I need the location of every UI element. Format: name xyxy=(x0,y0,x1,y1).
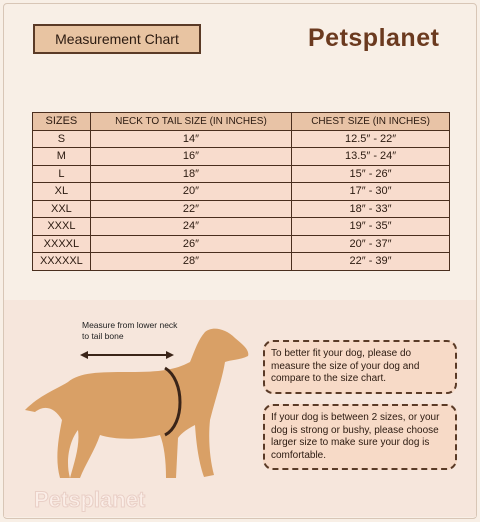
dog-diagram xyxy=(25,328,249,478)
measure-label: Measure from lower neck to tail bone xyxy=(82,320,178,341)
note: If your dog is between 2 sizes, or your … xyxy=(263,404,457,470)
table-cell: M xyxy=(32,147,91,166)
table-row: XL 20″ 17″ - 30″ xyxy=(32,182,450,201)
table-cell: 20″ - 37″ xyxy=(291,234,450,253)
table-cell: 19″ - 35″ xyxy=(291,217,450,236)
table-cell: 12.5″ - 22″ xyxy=(291,129,450,148)
watermark: Petsplanet xyxy=(33,487,146,513)
note: To better fit your dog, please do measur… xyxy=(263,340,457,394)
table-cell: XXXXXL xyxy=(32,252,91,271)
table-cell: XL xyxy=(32,182,91,201)
table-row: M 16″ 13.5″ - 24″ xyxy=(32,147,450,166)
table-cell: 22″ - 39″ xyxy=(291,252,450,271)
column-header: NECK TO TAIL SIZE (IN INCHES) xyxy=(89,112,293,131)
table-row: XXXXL 26″ 20″ - 37″ xyxy=(32,234,450,253)
table-cell: XXL xyxy=(32,199,91,218)
table-cell: 18″ xyxy=(89,164,293,183)
column-header: CHEST SIZE (IN INCHES) xyxy=(291,112,450,131)
table-cell: XXXXL xyxy=(32,234,91,253)
table-cell: 22″ xyxy=(89,199,293,218)
table-row: S 14″ 12.5″ - 22″ xyxy=(32,129,450,148)
brand: Petsplanet xyxy=(308,24,440,52)
table-cell: 20″ xyxy=(89,182,293,201)
table-cell: 26″ xyxy=(89,234,293,253)
table-cell: XXXL xyxy=(32,217,91,236)
column-header: SIZES xyxy=(32,112,91,131)
table-row: XXXXXL 28″ 22″ - 39″ xyxy=(32,252,450,271)
table-cell: 18″ - 33″ xyxy=(291,199,450,218)
table-cell: 13.5″ - 24″ xyxy=(291,147,450,166)
dog-silhouette xyxy=(25,328,249,478)
table-cell: 17″ - 30″ xyxy=(291,182,450,201)
table-row: L 18″ 15″ - 26″ xyxy=(32,164,450,183)
size-table: SIZES NECK TO TAIL SIZE (IN INCHES) CHEST … xyxy=(32,112,450,271)
header-row: SIZES NECK TO TAIL SIZE (IN INCHES) CHEST … xyxy=(32,112,450,131)
table-cell: L xyxy=(32,164,91,183)
table-row: XXL 22″ 18″ - 33″ xyxy=(32,199,450,218)
chest-loop xyxy=(164,366,182,437)
table-cell: 24″ xyxy=(89,217,293,236)
table-cell: S xyxy=(32,129,91,148)
table-cell: 28″ xyxy=(89,252,293,271)
badge: Measurement Chart xyxy=(33,24,201,54)
table-cell: 16″ xyxy=(89,147,293,166)
frame xyxy=(3,3,477,519)
table-cell: 14″ xyxy=(89,129,293,148)
table-row: XXXL 24″ 19″ - 35″ xyxy=(32,217,450,236)
table-cell: 15″ - 26″ xyxy=(291,164,450,183)
